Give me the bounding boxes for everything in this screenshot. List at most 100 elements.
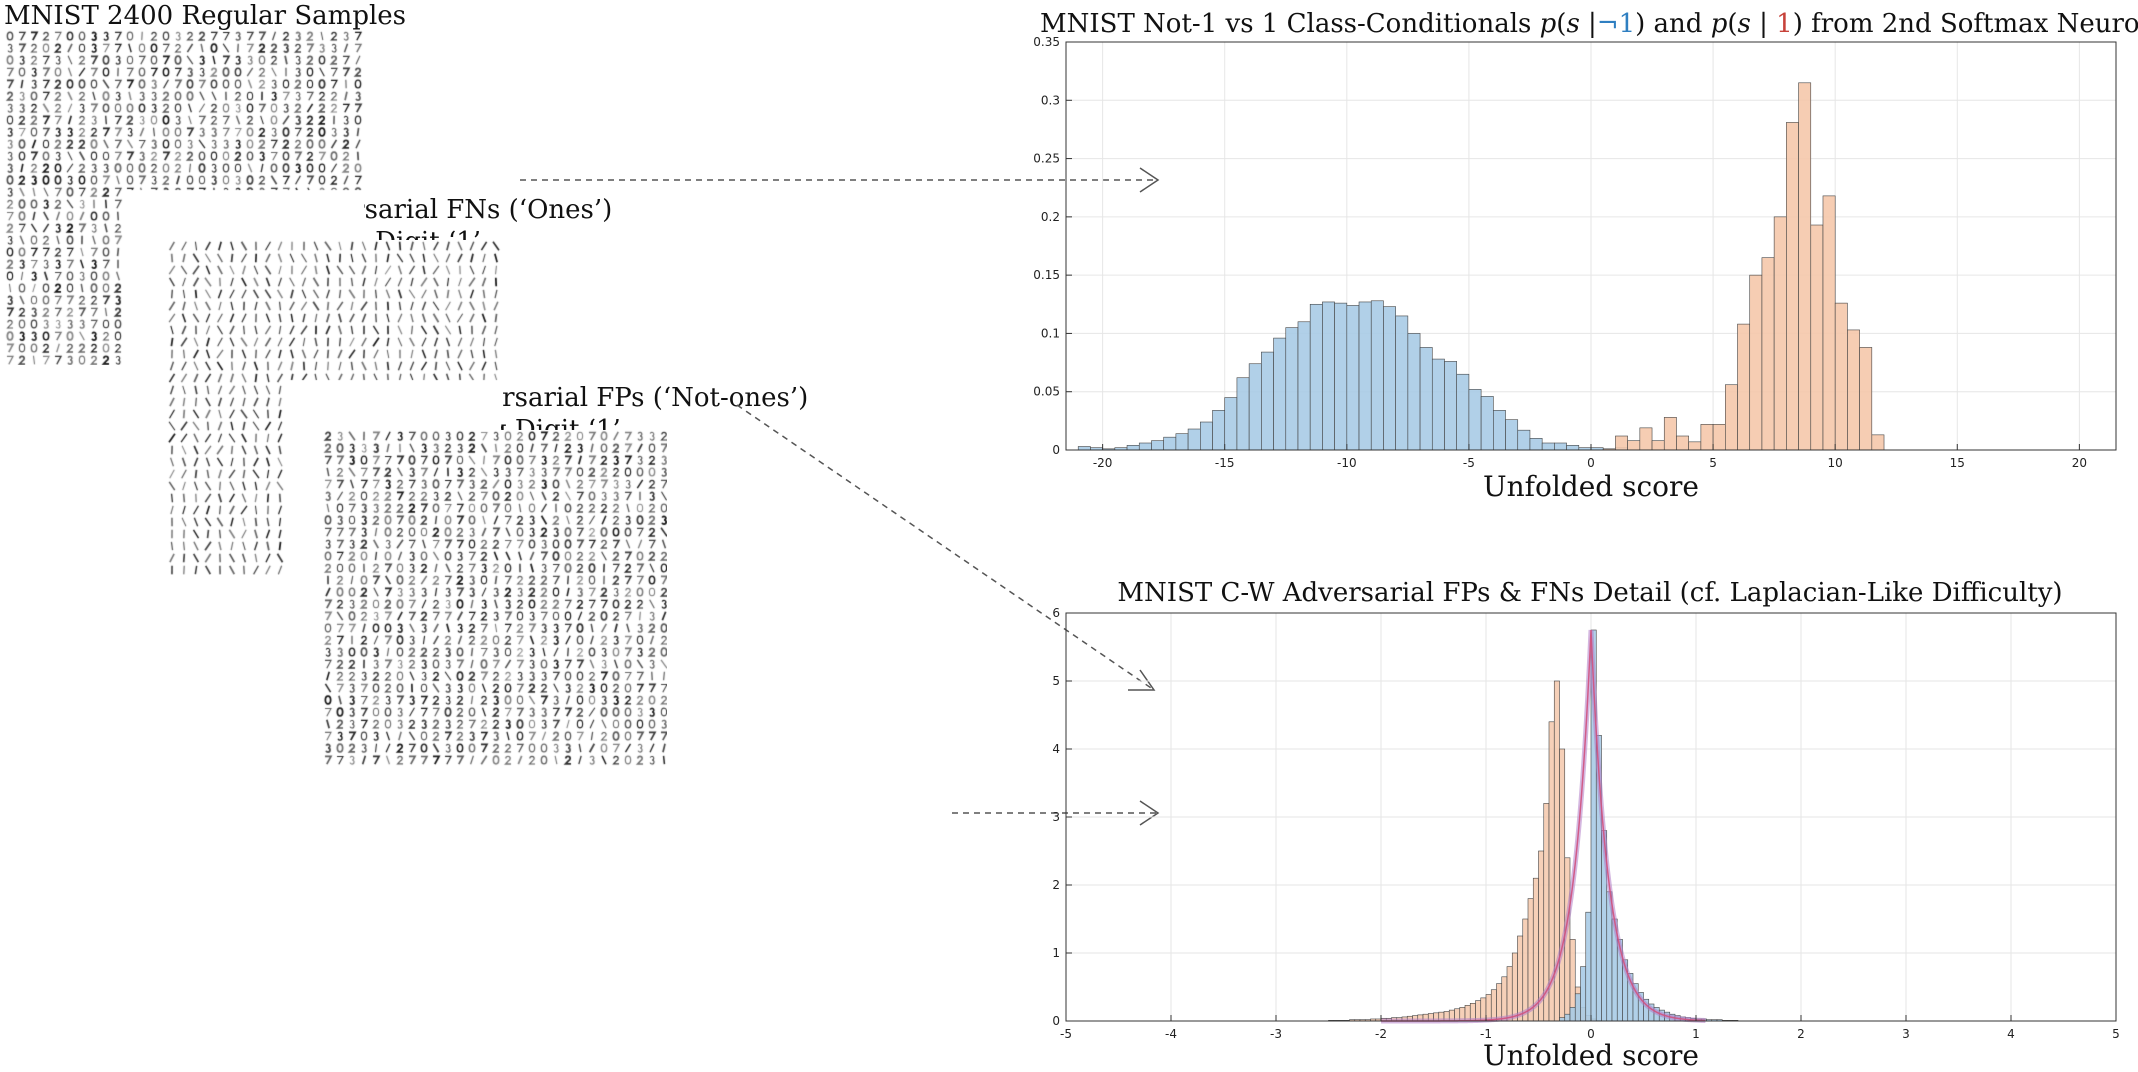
c1-bar-b [1651, 440, 1665, 451]
c2-xtick-label: 5 [2112, 1027, 2120, 1041]
c2-xtick-label: 2 [1797, 1027, 1805, 1041]
c1-bar-a [1566, 445, 1580, 451]
c1-bar-a [1554, 442, 1567, 451]
arrow-fps-to-detail [952, 800, 1160, 826]
c1-bar-a [1297, 321, 1311, 451]
c1-ytick-label: 0.25 [1033, 152, 1060, 166]
c1-ytick-label: 0.3 [1041, 93, 1060, 107]
c1-bar-b [1639, 427, 1653, 451]
c2-bar-a [1511, 952, 1518, 1022]
c1-bar-b [1663, 417, 1677, 451]
c1-bar-b [1871, 434, 1885, 451]
c1-bar-a [1163, 436, 1177, 451]
c2-bar-a [1501, 976, 1508, 1022]
c1-bar-a [1444, 361, 1457, 451]
c2-ytick-label: 4 [1052, 742, 1060, 756]
c1-ytick-label: 0.15 [1033, 268, 1060, 282]
c1-bar-a [1200, 421, 1213, 451]
arrow-regular-to-histogram [520, 167, 1160, 193]
c2-ytick-label: 5 [1052, 674, 1060, 688]
c1-xtick-label: -5 [1463, 456, 1475, 470]
class-conditional-histogram: MNIST Not-1 vs 1 Class-Conditionals p(s … [1033, 9, 2138, 503]
c1-bar-b [1737, 323, 1751, 451]
c1-bar-a [1346, 305, 1360, 451]
c2-bar-a [1490, 989, 1497, 1022]
c1-bar-a [1187, 428, 1201, 451]
adversarial-detail-histogram: MNIST C-W Adversarial FPs & FNs Detail (… [1052, 578, 2119, 1072]
c1-bar-a [1309, 303, 1323, 451]
c1-bar-a [1370, 300, 1384, 451]
c1-xtick-label: 0 [1587, 456, 1595, 470]
c2-bar-a [1522, 918, 1529, 1022]
c2-xtick-label: 1 [1692, 1027, 1700, 1041]
c2-xtick-label: 3 [1902, 1027, 1910, 1041]
c2-bar-a [1480, 997, 1487, 1022]
c1-bar-a [1383, 306, 1396, 451]
c2-xtick-label: -3 [1270, 1027, 1282, 1041]
c1-bar-b [1627, 440, 1641, 451]
c1-bar-b [1859, 347, 1873, 451]
c1-xtick-label: 5 [1709, 456, 1717, 470]
c1-bar-a [1456, 373, 1470, 451]
c1-xtick-label: 10 [1828, 456, 1843, 470]
c2-ytick-label: 6 [1052, 606, 1060, 620]
c1-bar-b [1834, 302, 1848, 451]
c1-bar-a [1358, 301, 1372, 451]
c1-bar-b [1615, 435, 1628, 451]
c2-bar-a [1559, 748, 1566, 1022]
c1-bar-a [1273, 337, 1287, 451]
c1-bar-a [1236, 377, 1250, 451]
c1-bar-a [1529, 438, 1543, 451]
c2-bar-a [1485, 994, 1492, 1022]
c2-xtick-label: 4 [2007, 1027, 2015, 1041]
c1-xtick-label: -10 [1337, 456, 1357, 470]
c2-bar-a [1496, 983, 1503, 1022]
arrow-fns-to-detail [736, 404, 1156, 691]
c1-bar-a [1175, 433, 1189, 451]
c1-bar-b [1773, 216, 1787, 451]
c1-bar-b [1725, 384, 1738, 451]
c2-ytick-label: 3 [1052, 810, 1060, 824]
c1-bar-a [1261, 351, 1274, 451]
c1-xtick-label: -20 [1093, 456, 1113, 470]
c1-bar-a [1224, 397, 1238, 451]
c1-bar-b [1749, 274, 1763, 451]
c2-xtick-label: -1 [1480, 1027, 1492, 1041]
c1-bar-a [1505, 419, 1519, 451]
c1-bar-b [1688, 441, 1702, 451]
c2-xtick-label: -2 [1375, 1027, 1387, 1041]
c1-bar-a [1407, 333, 1421, 451]
c2-xtick-label: -5 [1060, 1027, 1072, 1041]
c1-bar-b [1847, 329, 1860, 451]
fps-samples-grid [322, 430, 667, 770]
c1-bar-b [1676, 435, 1689, 451]
c1-bar-b [1822, 195, 1836, 451]
c1-ytick-label: 0.1 [1041, 326, 1060, 340]
c1-bar-b [1786, 122, 1799, 451]
c1-bar-a [1151, 440, 1164, 451]
c2-ytick-label: 1 [1052, 946, 1060, 960]
c2-xtick-label: -4 [1165, 1027, 1177, 1041]
c1-bar-a [1248, 363, 1262, 451]
c2-bar-b [1585, 911, 1592, 1022]
c1-bar-b [1798, 82, 1812, 451]
c2-ytick-label: 2 [1052, 878, 1060, 892]
c2-xtick-label: 0 [1587, 1027, 1595, 1041]
c1-bar-a [1517, 429, 1531, 451]
c1-xtick-label: 15 [1950, 456, 1965, 470]
c1-bar-a [1285, 327, 1299, 451]
regular-samples-title: MNIST 2400 Regular Samples [4, 1, 407, 31]
c2-bar-b [1569, 1007, 1576, 1022]
c1-bar-a [1493, 410, 1506, 451]
c1-bar-b [1810, 224, 1824, 451]
c2-bar-b [1564, 1013, 1571, 1022]
c1-ytick-label: 0 [1052, 443, 1060, 457]
c1-bar-b [1761, 257, 1775, 451]
c2-bar-a [1517, 935, 1524, 1022]
c1-bar-a [1126, 445, 1140, 451]
c1-bar-a [1468, 389, 1482, 451]
c1-bar-a [1212, 410, 1226, 451]
c1-ytick-label: 0.05 [1033, 385, 1060, 399]
chart2-title: MNIST C-W Adversarial FPs & FNs Detail (… [1117, 578, 2062, 608]
